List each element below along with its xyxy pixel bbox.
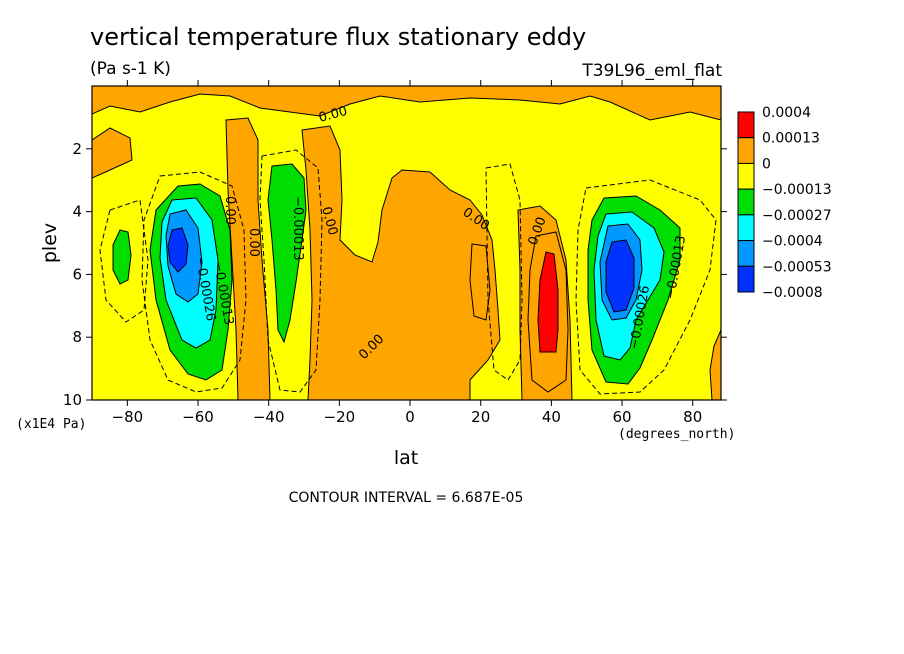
fill-orange-central [301,125,501,400]
colorbar-label: −0.00013 [762,182,832,198]
colorbar-label: 0 [762,156,771,172]
x-tick-label: −60 [182,408,214,426]
x-tick-label: 80 [683,408,702,426]
x-tick-label: −20 [324,408,356,426]
colorbar-label: −0.00027 [762,208,832,224]
x-tick-label: 20 [471,408,490,426]
x-tick-label: 0 [405,408,415,426]
colorbar-label: −0.00053 [762,259,832,275]
x-axis-units: (degrees_north) [618,427,735,442]
colorbar-swatch [737,188,755,216]
colorbar-swatch [737,240,755,267]
fill-blue-north [605,239,635,313]
fill-orange-right-edge [709,329,721,400]
contour-interval-note: CONTOUR INTERVAL = 6.687E-05 [289,490,524,506]
chart-title: vertical temperature flux stationary edd… [90,23,586,51]
contour-label: 0.00 [318,205,340,237]
run-label: T39L96_eml_flat [581,61,722,81]
contour-label: 0.00 [246,228,261,257]
y-axis-label: plev [39,223,61,263]
x-tick-label: −40 [253,408,285,426]
contour-label: 0.00 [222,196,237,225]
y-tick-label: 8 [72,328,82,346]
x-tick-label: −80 [112,408,144,426]
fill-orange-left-strip [92,127,133,179]
y-tick-label: 2 [72,140,82,158]
fill-blue-south [167,227,189,273]
contour-label: 0.00 [317,104,349,126]
colorbar-swatch [737,111,755,139]
plot-area [92,86,721,400]
y-tick-label: 4 [72,203,82,221]
colorbar-swatch [737,214,755,242]
colorbar-swatch [737,265,755,293]
solid-contours [469,231,569,393]
fill-green-35S [267,163,307,344]
fill-orange-column-40S [225,117,271,400]
colorbar-label: −0.0008 [762,285,823,301]
colorbar-swatch [737,162,755,190]
fill-green-south-small [112,229,132,285]
plot-frame [91,85,722,401]
y-tick-label: 6 [72,265,82,283]
x-tick-label: 60 [613,408,632,426]
colorbar-label: −0.0004 [762,234,823,250]
contour-label: −0.00013 [290,196,305,261]
dashed-contours [99,149,717,395]
x-axis: −80 −60 −40 −20 0 20 40 60 80 [112,80,702,426]
colorbar-label: 0.0004 [762,105,811,121]
x-tick-label: 40 [542,408,561,426]
y-axis: 2 4 6 8 10 [63,140,727,409]
y-axis-units: (x1E4 Pa) [16,417,86,432]
chart-units: (Pa s-1 K) [90,59,171,79]
colorbar-label: 0.00013 [762,131,820,147]
fill-red-40N [537,251,559,353]
colorbar-swatch [737,137,755,164]
x-axis-label: lat [394,447,418,469]
fill-orange-top [92,86,721,121]
colorbar: 0.0004 0.00013 0 −0.00013 −0.00027 −0.0004 −0.… [737,105,832,301]
y-tick-label: 10 [63,391,82,409]
